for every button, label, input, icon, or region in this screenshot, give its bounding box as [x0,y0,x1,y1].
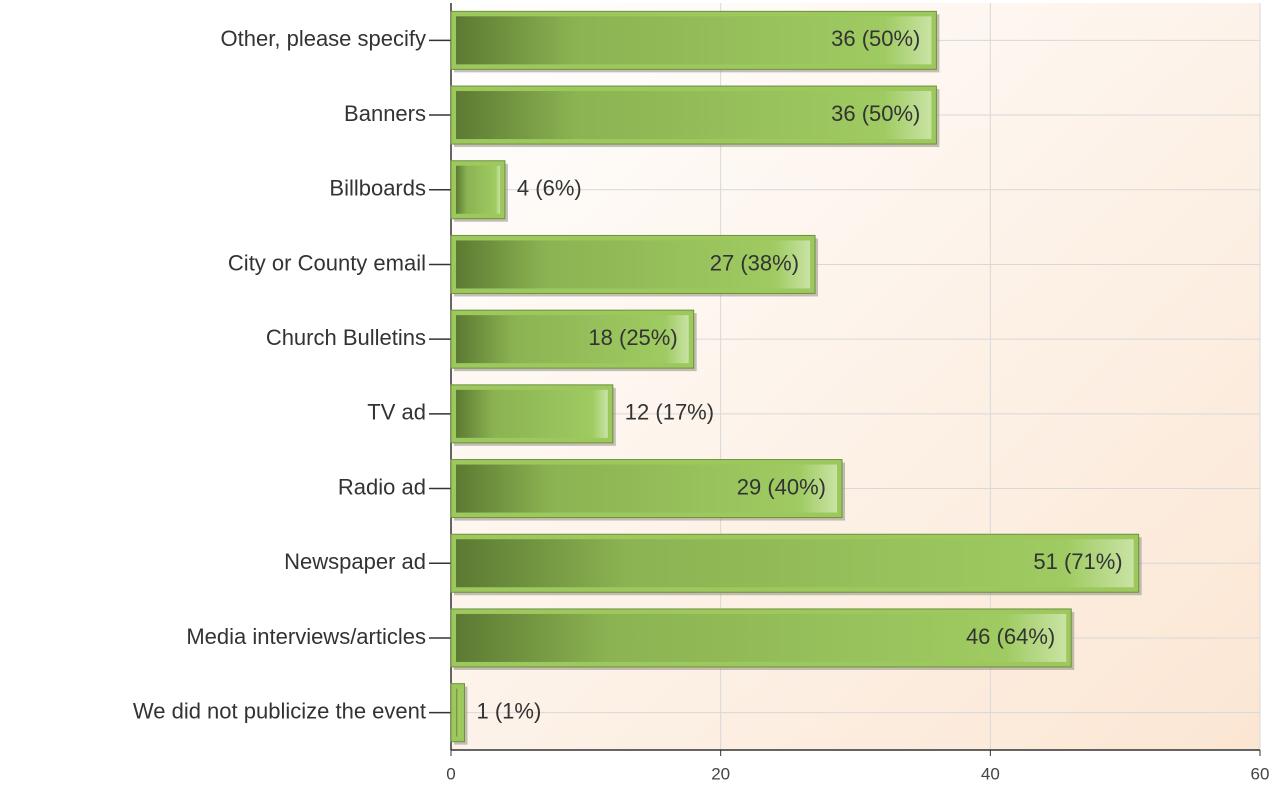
bar-face [456,240,811,289]
x-tick-label: 0 [446,764,455,783]
bar-face [456,613,1067,662]
value-label: 27 (38%) [710,250,799,275]
y-tick-label: Radio ad [338,474,426,499]
value-label: 29 (40%) [737,474,826,499]
value-label: 46 (64%) [966,624,1055,649]
y-tick-label: Church Bulletins [266,325,426,350]
x-tick-label: 40 [981,764,1000,783]
value-label: 1 (1%) [476,698,541,723]
y-tick-label: City or County email [228,250,426,275]
y-tick-label: Other, please specify [221,26,426,51]
y-tick-label: Media interviews/articles [186,624,426,649]
y-tick-label: TV ad [367,400,426,425]
bar-face [456,91,932,140]
y-tick-label: Newspaper ad [284,549,426,574]
bar-face [456,389,608,438]
value-label: 12 (17%) [625,400,714,425]
value-label: 51 (71%) [1033,549,1122,574]
y-tick-label: We did not publicize the event [133,698,426,723]
bar-face [456,315,689,364]
bar-face [456,688,460,737]
bar-face [456,539,1134,588]
value-label: 18 (25%) [588,325,677,350]
y-tick-label: Banners [344,101,426,126]
x-tick-label: 20 [711,764,730,783]
y-tick-label: Billboards [329,176,426,201]
value-label: 36 (50%) [831,101,920,126]
x-tick-label: 60 [1251,764,1270,783]
value-label: 36 (50%) [831,26,920,51]
bar-face [456,16,932,65]
value-label: 4 (6%) [517,176,582,201]
bar-face [456,464,838,513]
bar-face [456,165,500,214]
